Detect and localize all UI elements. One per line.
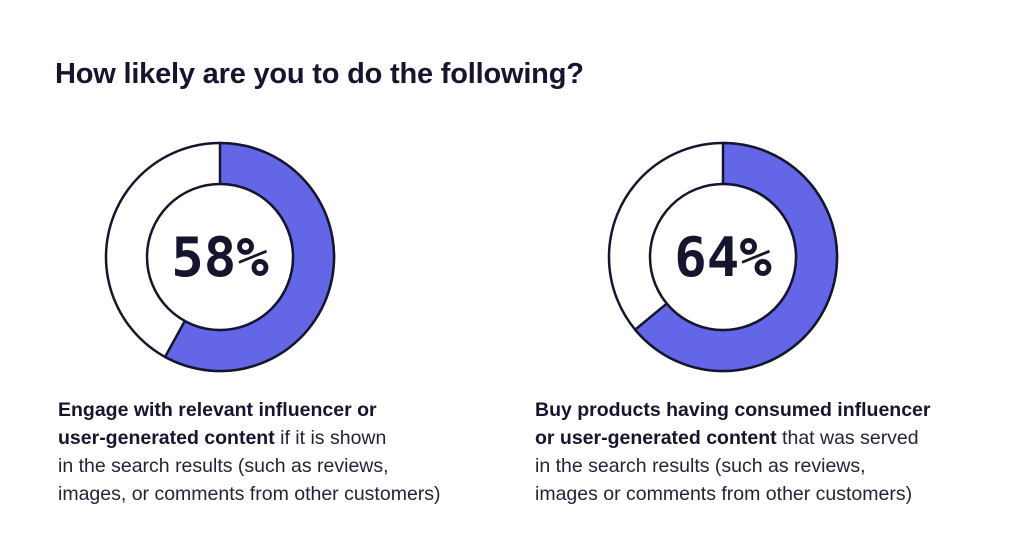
caption-line: Buy products having consumed influencer (535, 396, 995, 424)
caption-bold: Engage with relevant influencer or (58, 399, 377, 421)
donut-2-inner-circle (648, 182, 798, 332)
caption-line: images or comments from other customers) (535, 480, 995, 508)
donut-chart-1: 58% (103, 140, 337, 374)
donut-chart-2: 64% (606, 140, 840, 374)
caption-bold: or user-generated content (535, 427, 777, 449)
donut-1-inner-circle (145, 182, 295, 332)
caption-line: Engage with relevant influencer or (58, 396, 498, 424)
caption-text: images, or comments from other customers… (58, 483, 441, 505)
donut-2-percent-label: 64% (674, 226, 772, 289)
caption-line: images, or comments from other customers… (58, 480, 498, 508)
caption-text: in the search results (such as reviews, (535, 455, 866, 477)
donut-2-caption: Buy products having consumed influencer … (535, 396, 995, 508)
donut-1-caption: Engage with relevant influencer or user-… (58, 396, 498, 508)
caption-text: images or comments from other customers) (535, 483, 913, 505)
donut-1-percent-label: 58% (171, 226, 269, 289)
donut-1-svg: 58% (104, 141, 336, 373)
caption-bold: Buy products having consumed influencer (535, 399, 931, 421)
caption-text: in the search results (such as reviews, (58, 455, 389, 477)
caption-bold: user-generated content (58, 427, 275, 449)
caption-line: or user-generated content that was serve… (535, 424, 995, 452)
caption-text: if it is shown (274, 427, 387, 449)
caption-line: in the search results (such as reviews, (58, 452, 498, 480)
caption-text: that was served (776, 427, 919, 449)
caption-line: user-generated content if it is shown (58, 424, 498, 452)
caption-line: in the search results (such as reviews, (535, 452, 995, 480)
chart-title: How likely are you to do the following? (55, 58, 584, 90)
donut-2-svg: 64% (607, 141, 839, 373)
